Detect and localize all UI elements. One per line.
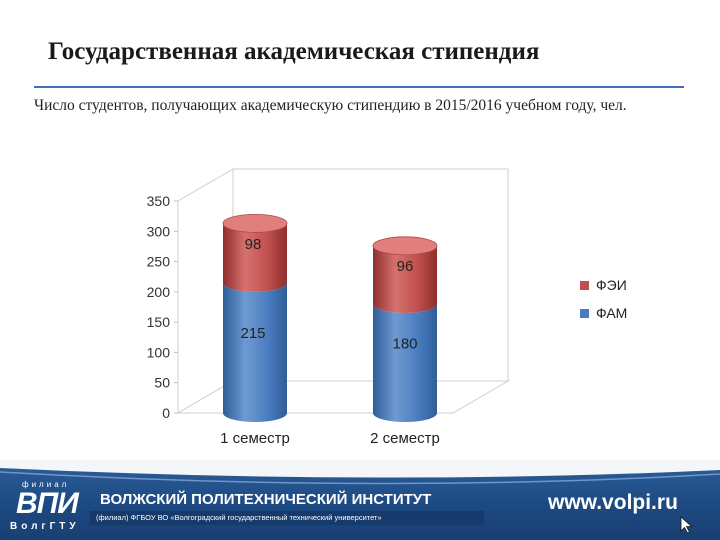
y-tick-label: 150 [147, 314, 171, 330]
data-label-ФАМ-1 семестр: 215 [240, 325, 265, 342]
bar-ФАМ-2 семестр [373, 303, 437, 422]
y-tick-label: 50 [154, 375, 170, 391]
bar-ФЭИ-1 семестр [223, 223, 287, 292]
data-label-ФАМ-2 семестр: 180 [392, 335, 417, 352]
institute-logo: филиал ВПИ ВолгГТУ [8, 478, 90, 536]
legend-label-ФЭИ: ФЭИ [596, 277, 627, 293]
x-category-label: 1 семестр [220, 430, 290, 447]
title-divider [34, 86, 684, 88]
bar-ФЭИ-2 семестр [373, 245, 437, 313]
logo-main-text: ВПИ [16, 487, 79, 520]
stacked-cylinder-chart: 0 50 100 150 200 250 300 350 215 98 1 семестр 180 96… [147, 168, 627, 447]
logo-filial-text: филиал [22, 480, 70, 489]
bar-top-cap [222, 214, 288, 233]
slide-subtitle: Число студентов, получающих академическу… [34, 97, 627, 114]
data-label-ФЭИ-2 семестр: 96 [397, 258, 414, 275]
x-category-label: 2 семестр [370, 430, 440, 447]
y-tick-label: 200 [147, 284, 171, 300]
bar-ФАМ-1 семестр [223, 282, 287, 422]
y-tick-label: 350 [147, 193, 171, 209]
y-tick-label: 100 [147, 344, 171, 360]
footer-banner: филиал ВПИ ВолгГТУ ВОЛЖСКИЙ ПОЛИТЕХНИЧЕС… [0, 460, 720, 540]
legend-swatch-ФАМ [580, 309, 589, 318]
legend-label-ФАМ: ФАМ [596, 305, 627, 321]
footer-decoration [0, 460, 720, 485]
logo-sub-text: ВолгГТУ [10, 521, 80, 532]
data-label-ФЭИ-1 семестр: 98 [245, 236, 262, 253]
y-tick-label: 250 [147, 254, 171, 270]
bar-top-cap [372, 236, 438, 256]
institute-subtitle: (филиал) ФГБОУ ВО «Волгоградский государ… [90, 511, 484, 525]
cursor-arrow-icon [680, 516, 693, 534]
y-tick-label: 0 [162, 405, 170, 421]
slide-title: Государственная академическая стипендия [48, 38, 540, 65]
website-link[interactable]: www.volpi.ru [548, 491, 678, 514]
y-tick-label: 300 [147, 223, 171, 239]
institute-name: ВОЛЖСКИЙ ПОЛИТЕХНИЧЕСКИЙ ИНСТИТУТ [100, 491, 432, 508]
legend-swatch-ФЭИ [580, 281, 589, 290]
